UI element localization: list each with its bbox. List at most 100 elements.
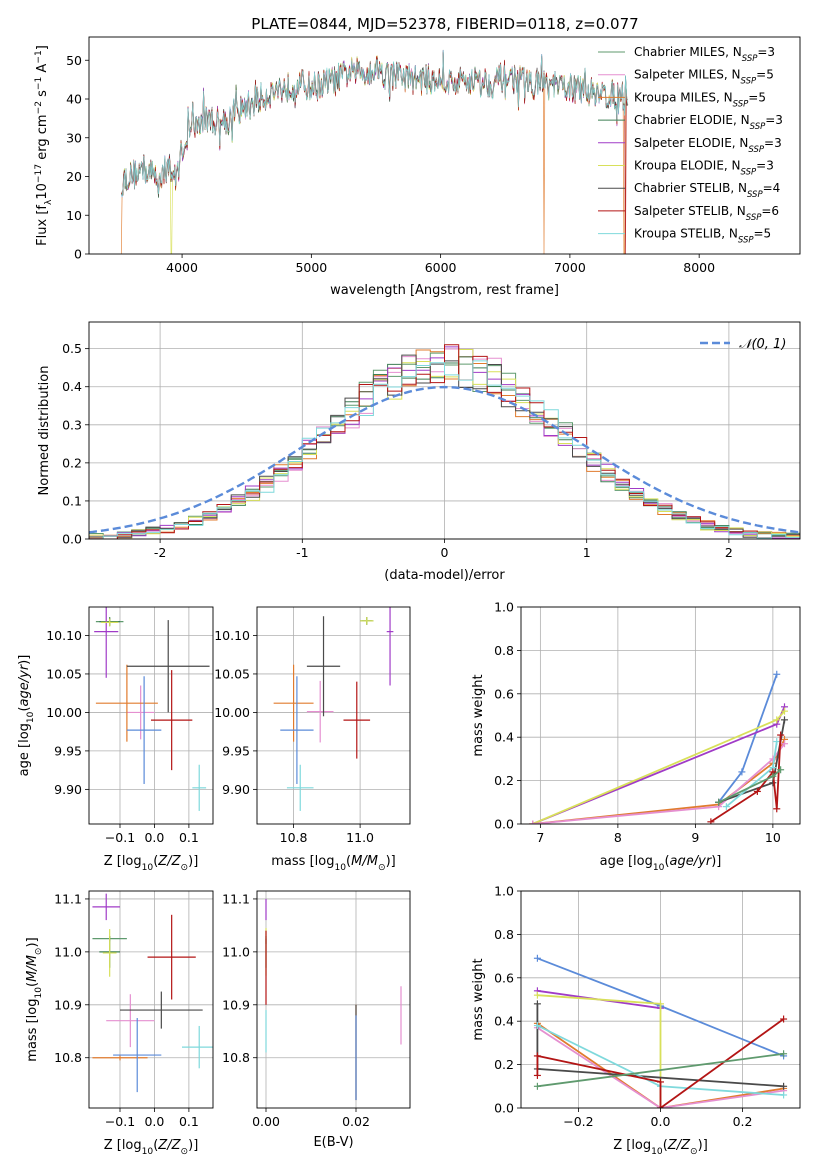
age_vs_Z-xtick-label: 0.0 <box>144 830 164 845</box>
legend-label-sub: SSP <box>742 54 758 64</box>
spectrum-xtick-label: 4000 <box>166 260 198 275</box>
age-vs-Z-xlabel-part: 10 <box>142 863 154 873</box>
errorbar-kroupa-elodie <box>101 618 119 627</box>
weight_vs_age-xtick-label: 7 <box>536 830 544 845</box>
age_vs_Z-ytick-label: 10.10 <box>46 628 82 643</box>
mass_vs_Z-ylabel-part: )] <box>25 937 40 947</box>
spectrum-ylabel-part: A <box>35 64 50 77</box>
errorbar-kroupa-miles <box>95 664 158 742</box>
legend-label-suffix: =6 <box>761 204 779 218</box>
errorbar-kroupa-elodie <box>360 617 374 625</box>
spectrum-plot-area <box>120 49 629 254</box>
weight-vs-Z-xlabel-part: Z/Z <box>667 1138 691 1153</box>
mass_vs_Z-plot-area <box>92 893 213 1093</box>
residuals-ytick-label: 0.1 <box>62 493 82 508</box>
mass_vs_Z-xtick-label: −0.1 <box>105 1114 135 1129</box>
spectrum-frame <box>88 36 801 255</box>
legend-label-sub: SSP <box>747 190 763 200</box>
mass_vs_Z-ytick-label: 11.0 <box>54 944 82 959</box>
weight_vs_age-ytick-label: 0.8 <box>494 643 514 658</box>
age-vs-Z-xlabel-part: Z [log <box>104 854 142 869</box>
mass-vs-ebv-xlabel: E(B-V) <box>313 1135 353 1150</box>
spectrum-ylabel-part: λ <box>44 199 54 205</box>
spectrum-ylabel-part: 10 <box>35 183 50 200</box>
residuals-ytick-label: 0.5 <box>62 341 82 356</box>
weight_vs_age-ytick-label: 0.2 <box>494 773 514 788</box>
spectrum-ylabel-part: −1 <box>34 77 44 90</box>
residuals-xtick-label: -1 <box>296 545 308 560</box>
age_vs_Z-plot-area <box>94 607 210 811</box>
spectrum-line-kroupa-elodie <box>121 54 629 254</box>
errorbar-kroupa-miles <box>92 1055 148 1061</box>
series-line <box>532 710 786 824</box>
errorbar-salpeter-elodie <box>94 607 119 678</box>
weight-vs-Z-xlabel-part: )] <box>698 1138 708 1153</box>
residuals-frame <box>88 321 801 540</box>
mass_vs_ebv-ytick-label: 11.0 <box>222 944 250 959</box>
legend-label-sub: SSP <box>746 213 762 223</box>
legend-label-text: Kroupa MILES, N <box>634 90 733 104</box>
residuals-xtick-label: 2 <box>725 545 733 560</box>
mass_vs_ebv-ytick-label: 11.1 <box>222 891 250 906</box>
weight_vs_Z-xtick-label: 0.0 <box>651 1114 671 1129</box>
errorbar-salpeter-stelib <box>151 670 193 771</box>
mass_vs_Z-ytick-label: 10.8 <box>54 1050 82 1065</box>
weight_vs_Z-ylabel: mass weight <box>471 958 486 1040</box>
legend-label: Chabrier STELIB, NSSP=4 <box>634 181 780 200</box>
mass_vs_Z-xtick-label: 0.1 <box>179 1114 199 1129</box>
weight_vs_Z-ytick-label: 0.0 <box>494 1101 514 1116</box>
spectrum-line-kroupa-stelib <box>120 50 629 198</box>
weight_vs_Z-axes: −0.2 0.0 0.2 0.0 0.2 0.4 0.6 0.8 1.0 Z [log10(Z/Z… <box>471 884 801 1157</box>
errorbar-salpeter-miles <box>126 685 155 740</box>
spectrum-ytick-label: 20 <box>66 169 82 184</box>
age_vs_Z-ylabel: age [log10(age/yr)] <box>17 655 36 777</box>
spectrum-ylabel-part: −1 <box>34 50 44 63</box>
weight_vs_Z-plot-area <box>533 954 788 1108</box>
legend-label-suffix: =4 <box>763 181 781 195</box>
residuals-ytick-label: 0.2 <box>62 455 82 470</box>
mass_vs_Z-ylabel-part: mass [log <box>25 999 40 1062</box>
errorbar-salpeter-elodie <box>386 607 394 686</box>
series-line <box>536 1022 784 1108</box>
errorbar-kroupa-stelib <box>182 1025 213 1069</box>
mass_vs_ebv-xtick-label: 0.00 <box>252 1114 280 1129</box>
age_vs_mass-axes: 10.8 11.0 9.90 9.95 10.00 10.05 10.10 mass [log… <box>214 606 411 873</box>
weight-vs-Z-xlabel-part: ( <box>663 1138 668 1153</box>
age-vs-mass-xlabel-part: 10 <box>334 863 346 873</box>
legend-label: Kroupa MILES, NSSP=5 <box>634 90 766 109</box>
weight_vs_Z-ytick-label: 0.6 <box>494 970 514 985</box>
errorbar-salpeter-elodie <box>92 893 120 921</box>
normal-legend-label: 𝒩(0, 1) <box>739 337 786 352</box>
age_vs_mass-xtick-label: 10.8 <box>280 830 308 845</box>
weight_vs_Z-ytick-label: 0.2 <box>494 1057 514 1072</box>
age_vs_Z-frame <box>88 606 214 825</box>
errorbar-salpeter-stelib <box>147 914 196 1000</box>
series-salpeter-elodie <box>529 703 788 824</box>
age-vs-Z-xlabel-part: Z/Z <box>157 854 181 869</box>
residuals-ytick-label: 0.0 <box>62 532 82 547</box>
mass-vs-Z-xlabel-part: Z [log <box>104 1138 142 1153</box>
spectrum-ytick-label: 50 <box>66 53 82 68</box>
weight_vs_age-ylabel: mass weight <box>471 674 486 756</box>
errorbar-normal <box>280 676 314 784</box>
spectrum-ylabel-part: ] <box>35 45 50 50</box>
legend-label-sub: SSP <box>750 122 766 132</box>
errorbar-kroupa-elodie <box>102 929 117 977</box>
legend-label: Chabrier ELODIE, NSSP=3 <box>634 113 783 132</box>
age_vs_Z-ytick-label: 9.90 <box>54 782 82 797</box>
age_vs_Z-ylabel-part: age [log <box>17 723 32 776</box>
legend-label-sub: SSP <box>738 236 754 246</box>
age_vs_mass-ytick-label: 9.90 <box>222 782 250 797</box>
weight-vs-age-xlabel-part: ( <box>664 854 669 869</box>
weight-vs-age-xlabel-part: )] <box>711 854 721 869</box>
age_vs_Z-ytick-label: 10.05 <box>46 666 82 681</box>
age_vs_Z-ylabel-part: 10 <box>26 711 36 723</box>
weight_vs_age-xtick-label: 10 <box>765 830 781 845</box>
mass-vs-Z-xlabel-part: )] <box>188 1138 198 1153</box>
mass_vs_Z-ylabel-part: 10 <box>34 987 44 999</box>
age-vs-mass-xlabel-part: ( <box>346 854 351 869</box>
series-chabrier-miles <box>715 766 785 806</box>
age_vs_Z-ytick-label: 9.95 <box>54 743 82 758</box>
series-kroupa-elodie <box>533 991 664 1108</box>
